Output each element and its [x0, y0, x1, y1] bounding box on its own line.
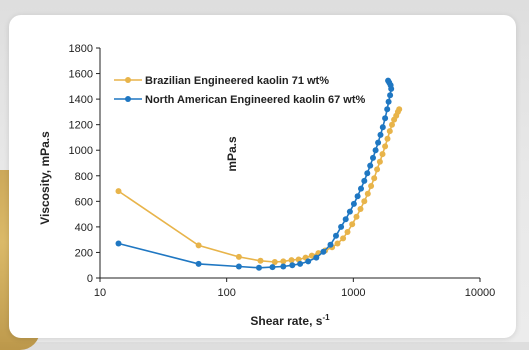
axes: 0 200 400 600 800 1000 1200 1400 1600 1800 10 100 10… [69, 43, 496, 299]
series-1-point [195, 242, 202, 249]
x-axis-title-superscript: -1 [322, 313, 330, 322]
series-1-point [364, 190, 371, 197]
y-tick-label: 1600 [69, 69, 93, 81]
series-1-point [235, 253, 242, 260]
series-1-point [334, 240, 341, 247]
series-line-2 [118, 80, 393, 269]
x-axis-title-text: Shear rate, s [250, 314, 322, 328]
x-tick-label: 1000 [341, 287, 365, 299]
series-2-point [269, 264, 276, 271]
y-tick-label: 800 [75, 171, 93, 183]
series-1-point [382, 143, 389, 150]
chart-card [9, 15, 516, 338]
series-2-point [320, 248, 327, 255]
series-2-point [361, 177, 368, 184]
x-axis-title: Shear rate, s-1 [250, 313, 330, 328]
series-1-point [344, 229, 351, 235]
series-2-point [280, 263, 287, 270]
series-2-point [375, 139, 382, 146]
series-2-point [327, 241, 334, 248]
series-2-point [358, 185, 364, 192]
y-tick-label: 1000 [69, 145, 93, 157]
series-1-point [368, 183, 375, 189]
y-tick-label: 1200 [69, 120, 93, 132]
series-1-point [353, 213, 360, 220]
series-1-point [371, 175, 378, 182]
series-1-point [389, 121, 395, 128]
chart: 0 200 400 600 800 1000 1200 1400 1600 1800 10 100 10… [38, 43, 496, 328]
series-2-point [342, 216, 349, 223]
series-2-point [370, 154, 376, 161]
legend: Brazilian Engineered kaolin 71 wt% North … [114, 75, 365, 106]
series-2-point [377, 131, 384, 138]
series-1-point [386, 128, 393, 135]
legend-label-1: Brazilian Engineered kaolin 71 wt% [145, 75, 329, 87]
series-1-point [288, 257, 295, 264]
y-tick-label: 0 [87, 273, 93, 285]
series-2-point [387, 92, 394, 99]
legend-marker-2 [125, 96, 131, 102]
series-line-1 [118, 108, 400, 263]
x-tick-label: 100 [217, 287, 235, 299]
x-tick-label: 10 [94, 287, 106, 299]
y-tick-label: 1400 [69, 94, 93, 106]
y-tick-label: 600 [75, 196, 93, 208]
legend-marker-1 [125, 77, 131, 83]
series-2-point [256, 264, 262, 271]
series-2-point [195, 260, 202, 267]
series-1-point [349, 221, 356, 228]
x-tick-label: 10000 [465, 287, 496, 299]
series-1-point [361, 198, 368, 205]
series-1-point [379, 151, 386, 158]
y-tick-label: 1800 [69, 43, 93, 55]
series-2-point [384, 106, 391, 113]
series-2-point [346, 208, 353, 215]
series-1-point [374, 166, 381, 173]
series-1-point [308, 252, 315, 259]
series-1-point [257, 257, 264, 264]
series-2-point [379, 124, 386, 131]
series-2-point [385, 77, 392, 84]
series-1-point [357, 206, 364, 212]
series-2-point [235, 263, 242, 270]
annotation-label: mPa.s [225, 136, 239, 172]
y-tick-label: 200 [75, 247, 93, 259]
series-1-point [340, 235, 347, 242]
series-2-point [338, 223, 345, 230]
y-tick-label: 400 [75, 222, 93, 234]
series-2-point [350, 200, 357, 207]
series-2-point [372, 147, 379, 154]
series-1-point [384, 135, 391, 142]
series-2-point [333, 232, 339, 239]
series-1-point [376, 158, 383, 165]
series-2-point [364, 170, 371, 177]
series-2-point [313, 254, 320, 261]
series-2-point [297, 260, 304, 267]
series-2-point [115, 240, 122, 247]
legend-label-2: North American Engineered kaolin 67 wt% [145, 94, 365, 106]
series-1-point [396, 106, 403, 113]
plot-area [115, 77, 403, 271]
series-2-point [354, 193, 361, 200]
series-2-point [289, 262, 296, 269]
series-1-point [115, 188, 122, 195]
series-1-point [280, 258, 287, 265]
series-2-point [382, 115, 389, 122]
series-2-point [367, 162, 374, 169]
series-1-point [271, 259, 278, 265]
y-axis-title: Viscosity, mPa.s [38, 131, 52, 225]
series-2-point [385, 98, 392, 105]
series-2-point [305, 258, 312, 265]
